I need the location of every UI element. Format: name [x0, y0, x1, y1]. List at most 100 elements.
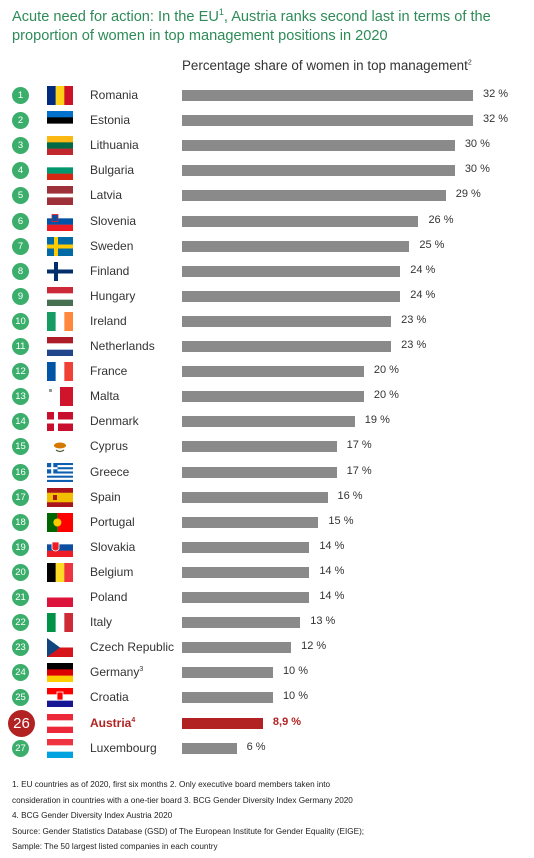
- bar: [182, 441, 337, 453]
- rank-badge: 8: [12, 262, 29, 280]
- rank-badge: 26: [8, 709, 35, 737]
- value-label: 32 %: [483, 113, 509, 126]
- rank-badge: 17: [12, 488, 29, 506]
- france-flag: [47, 362, 74, 382]
- chart-row: 14 Denmark 19 %: [0, 409, 534, 434]
- rank-badge: 12: [12, 363, 29, 381]
- value-label: 23 %: [401, 339, 427, 351]
- bar: [182, 165, 455, 177]
- bar: [182, 265, 401, 277]
- country-label: Greece: [90, 464, 130, 479]
- chart-row: 16 Greece 17 %: [0, 460, 534, 485]
- country-label: Czech Republic: [90, 640, 175, 655]
- country-label: Austria4: [90, 715, 136, 730]
- ireland-flag: [47, 311, 74, 331]
- bulgaria-flag: [47, 161, 73, 181]
- rank-badge: 16: [12, 463, 29, 481]
- chart-row: 2 Estonia 32 %: [0, 108, 534, 133]
- bar: [182, 416, 355, 428]
- rank-badge: 2: [12, 112, 29, 130]
- rank-badge: 27: [12, 739, 29, 757]
- value-label: 20 %: [373, 389, 399, 402]
- bar: [182, 642, 292, 654]
- country-label: Netherlands: [90, 339, 155, 353]
- chart-row: 15 Cyprus 17 %: [0, 434, 534, 459]
- country-label: Denmark: [90, 414, 139, 429]
- country-label: Slovakia: [90, 539, 136, 554]
- country-label: Italy: [90, 615, 113, 630]
- rank-badge: 22: [12, 614, 29, 632]
- rank-badge: 13: [12, 388, 29, 406]
- rank-badge: 3: [12, 137, 29, 155]
- estonia-flag: [47, 111, 73, 131]
- value-label: 29 %: [455, 188, 481, 201]
- country-label: Belgium: [90, 564, 134, 579]
- finland-flag: [47, 261, 73, 281]
- bar: [182, 466, 337, 478]
- chart-row: 21 Poland 14 %: [0, 585, 534, 610]
- footnote-line: Source: Gender Statistics Database (GSD)…: [12, 826, 365, 836]
- country-label: Portugal: [90, 514, 135, 529]
- latvia-flag: [47, 186, 73, 206]
- country-label: Luxembourg: [90, 740, 157, 755]
- cyprus-flag: [47, 437, 73, 457]
- belgium-flag: [47, 562, 74, 582]
- rank-badge: 7: [12, 237, 29, 255]
- value-label: 14 %: [319, 539, 345, 552]
- bar: [182, 366, 364, 378]
- bar: [182, 215, 419, 227]
- value-label: 20 %: [373, 364, 399, 377]
- chart-row: 5 Latvia 29 %: [0, 183, 534, 208]
- chart-row: 24 Germany3 10 %: [0, 660, 534, 685]
- poland-flag: [47, 588, 73, 607]
- value-label: 14 %: [319, 564, 345, 577]
- country-label: Cyprus: [90, 439, 129, 454]
- country-label: Romania: [90, 88, 139, 102]
- value-label: 16 %: [337, 489, 363, 502]
- rank-badge: 9: [12, 287, 29, 305]
- bar: [182, 692, 273, 704]
- bar: [182, 190, 446, 202]
- chart-row: 13 Malta 20 %: [0, 384, 534, 409]
- rank-badge: 20: [12, 563, 29, 581]
- rank-badge: 18: [12, 513, 29, 531]
- chart-row: 18 Portugal 15 %: [0, 510, 534, 535]
- bar: [182, 717, 263, 729]
- lithuania-flag: [47, 136, 73, 156]
- bar: [182, 742, 237, 754]
- bar: [182, 391, 364, 403]
- chart-row: 1 Romania 32 %: [0, 83, 534, 108]
- country-label: Latvia: [90, 188, 123, 203]
- footnote-line: 1. EU countries as of 2020, first six mo…: [12, 780, 331, 789]
- czech-republic-flag: [47, 638, 73, 658]
- rank-badge: 4: [12, 162, 29, 180]
- bar: [182, 516, 319, 528]
- rank-badge: 21: [12, 589, 29, 606]
- value-label: 14 %: [319, 590, 345, 602]
- bar-chart: 1 Romania 32 % 2 Estonia 32 % 3 Lithuania 30 % 4 B…: [0, 83, 534, 758]
- country-label: Bulgaria: [90, 163, 135, 178]
- luxembourg-flag: [47, 738, 73, 758]
- bar: [182, 315, 392, 327]
- footnote-line: 4. BCG Gender Diversity Index Austria 20…: [12, 811, 173, 821]
- bar: [182, 290, 401, 302]
- country-label: Finland: [90, 263, 130, 278]
- chart-row: 25 Croatia 10 %: [0, 685, 534, 710]
- bar: [182, 617, 301, 629]
- value-label: 32 %: [483, 88, 509, 100]
- bar: [182, 90, 473, 101]
- value-label: 15 %: [328, 514, 354, 527]
- bar: [182, 667, 273, 679]
- chart-row: 17 Spain 16 %: [0, 485, 534, 510]
- country-label: Slovenia: [90, 213, 137, 228]
- country-label: Poland: [90, 590, 128, 604]
- spain-flag: [47, 487, 73, 507]
- chart-row: 22 Italy 13 %: [0, 610, 534, 635]
- rank-badge: 24: [12, 664, 29, 682]
- country-label: Lithuania: [90, 138, 139, 153]
- rank-badge: 11: [12, 338, 29, 355]
- slovenia-flag: [47, 211, 73, 231]
- value-label: 6 %: [246, 740, 266, 753]
- chart-row: 12 France 20 %: [0, 359, 534, 384]
- page-title: Acute need for action: In the EU1, Austr…: [12, 7, 491, 44]
